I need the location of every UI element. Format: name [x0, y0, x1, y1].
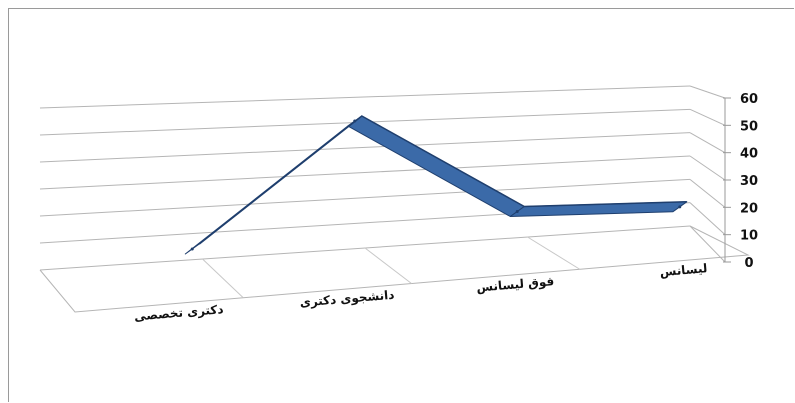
y-tick-label: 0: [744, 256, 753, 271]
series-line: [198, 115, 687, 245]
chart-frame: [8, 8, 794, 402]
y-tick-label: 40: [740, 147, 758, 162]
y-tick-label: 60: [740, 92, 758, 107]
x-category-label: لیسانس: [659, 261, 708, 279]
floor-divider: [527, 236, 581, 270]
data-point: [190, 247, 194, 251]
y-tick-label: 20: [740, 201, 758, 216]
gridline-side: [689, 225, 726, 263]
data-point: [678, 205, 682, 209]
gridline-side: [689, 178, 726, 208]
data-point: [515, 209, 519, 213]
gridline-side: [689, 85, 726, 99]
gridline-side: [689, 132, 726, 154]
gridlines: [39, 85, 726, 271]
y-tick-label: 30: [740, 174, 758, 189]
x-category-label: دکتری تخصصی: [134, 302, 224, 324]
gridline-side: [689, 155, 726, 181]
gridline: [39, 85, 691, 109]
floor-divider: [364, 247, 412, 284]
gridline: [39, 155, 691, 190]
x-category-label: دانشجوی دکتری: [299, 288, 395, 311]
floor-divider: [202, 258, 244, 299]
gridline-side: [689, 108, 726, 126]
gridline-side: [689, 202, 726, 236]
series-ribbon: [184, 115, 688, 255]
data-point: [353, 119, 357, 123]
y-tick-label: 50: [740, 119, 758, 134]
gridline: [39, 132, 691, 163]
gridline: [39, 178, 691, 217]
y-tick-label: 10: [740, 229, 758, 244]
y-axis-ticks: 0 10 20 30 40 50 60: [723, 92, 758, 271]
chart-floor: [39, 225, 750, 313]
